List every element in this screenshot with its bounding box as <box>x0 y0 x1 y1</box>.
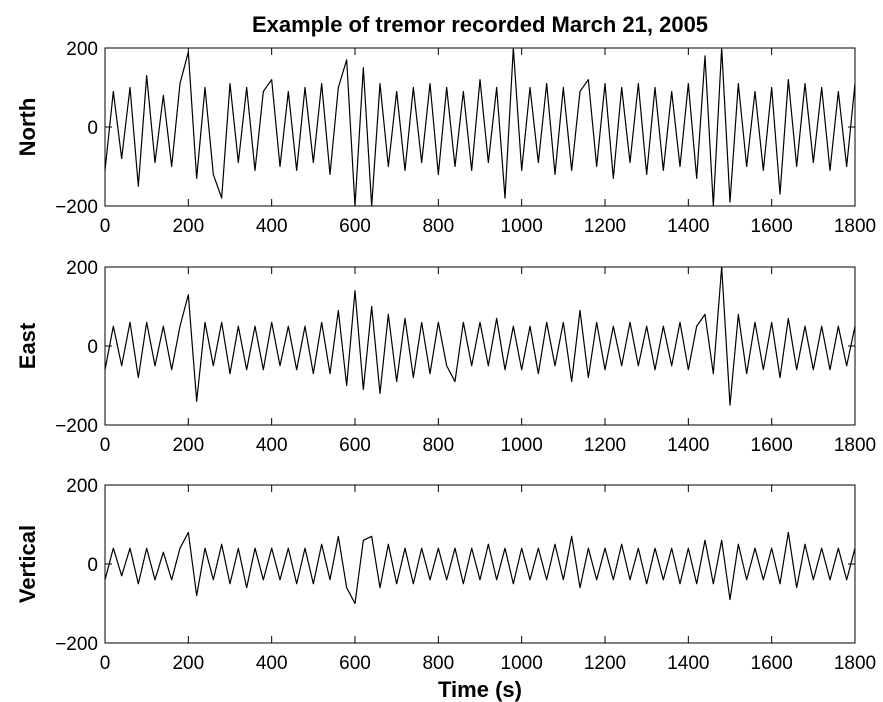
x-tick-label: 600 <box>339 216 371 237</box>
x-tick-label: 400 <box>256 216 288 237</box>
y-tick-label: −200 <box>55 634 98 655</box>
chart-title: Example of tremor recorded March 21, 200… <box>252 12 708 37</box>
waveform <box>105 48 855 206</box>
x-tick-label: 1800 <box>834 653 876 674</box>
x-tick-label: 1200 <box>584 435 626 456</box>
x-tick-label: 1400 <box>667 435 709 456</box>
y-tick-label: 200 <box>66 39 98 60</box>
x-tick-label: 1400 <box>667 216 709 237</box>
y-tick-label: −200 <box>55 197 98 218</box>
x-tick-label: 600 <box>339 653 371 674</box>
x-axis-label: Time (s) <box>438 677 522 702</box>
x-tick-label: 1600 <box>751 216 793 237</box>
waveform <box>105 267 855 406</box>
x-tick-label: 0 <box>100 653 111 674</box>
x-tick-label: 1200 <box>584 653 626 674</box>
y-axis-label: Vertical <box>15 525 40 603</box>
x-tick-label: 1000 <box>501 435 543 456</box>
y-tick-label: 200 <box>66 476 98 497</box>
x-tick-label: 1600 <box>751 435 793 456</box>
x-tick-label: 400 <box>256 653 288 674</box>
x-tick-label: 1000 <box>501 653 543 674</box>
y-tick-label: 0 <box>87 555 98 576</box>
x-tick-label: 800 <box>422 216 454 237</box>
y-tick-label: −200 <box>55 416 98 437</box>
x-tick-label: 200 <box>172 435 204 456</box>
x-tick-label: 0 <box>100 216 111 237</box>
y-tick-label: 200 <box>66 258 98 279</box>
waveform <box>105 531 855 605</box>
x-tick-label: 200 <box>172 216 204 237</box>
x-tick-label: 1400 <box>667 653 709 674</box>
x-tick-label: 200 <box>172 653 204 674</box>
x-tick-label: 800 <box>422 653 454 674</box>
y-axis-label: North <box>15 98 40 157</box>
y-tick-label: 0 <box>87 337 98 358</box>
x-tick-label: 1800 <box>834 435 876 456</box>
x-tick-label: 1200 <box>584 216 626 237</box>
x-tick-label: 600 <box>339 435 371 456</box>
x-tick-label: 400 <box>256 435 288 456</box>
x-tick-label: 1800 <box>834 216 876 237</box>
x-tick-label: 1600 <box>751 653 793 674</box>
y-axis-label: East <box>15 322 40 369</box>
y-tick-label: 0 <box>87 118 98 139</box>
x-tick-label: 800 <box>422 435 454 456</box>
x-tick-label: 1000 <box>501 216 543 237</box>
x-tick-label: 0 <box>100 435 111 456</box>
